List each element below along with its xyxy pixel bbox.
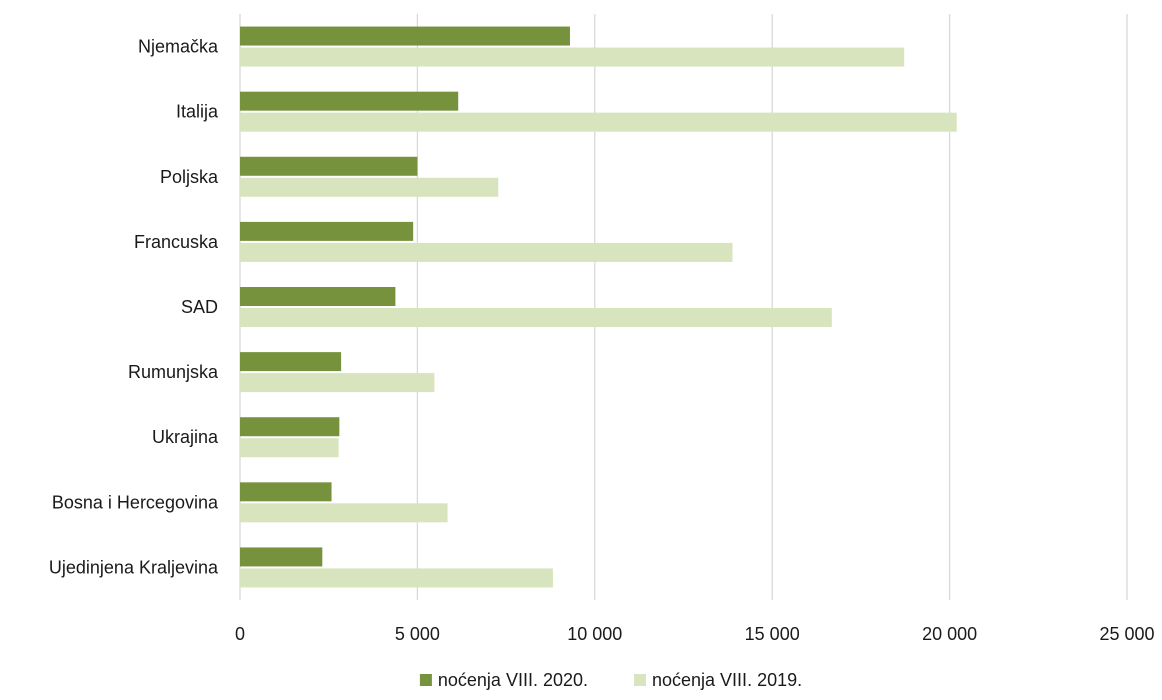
category-labels: Njemačka Italija Poljska Francuska SAD Rumunj… [49,37,219,578]
bar-italija-series-2 [240,112,957,132]
bar-bosna-i-hercegovina-series-1 [240,482,332,502]
bar-francuska-series-1 [240,221,414,241]
x-tick-label: 10 000 [567,624,622,644]
bar-njemacka-series-2 [240,47,905,67]
x-axis-tick-labels: 0 5 000 10 000 15 000 20 000 25 000 [235,624,1155,644]
bar-sad-series-1 [240,287,396,306]
bar-ukrajina-series-2 [240,438,339,458]
bars [240,26,957,588]
bar-poljska-series-2 [240,177,499,197]
category-label-njemacka: Njemačka [138,37,219,57]
legend-swatch-series-1 [419,674,432,686]
x-tick-label: 20 000 [922,624,977,644]
category-label-sad: SAD [181,297,218,317]
category-label-francuska: Francuska [134,232,219,252]
bar-bosna-i-hercegovina-series-2 [240,503,448,523]
gridlines [239,14,1128,600]
bar-francuska-series-2 [240,242,733,262]
bar-njemacka-series-1 [240,26,570,46]
category-label-poljska: Poljska [160,167,219,187]
category-label-bosna-i-hercegovina: Bosna i Hercegovina [52,492,219,512]
bar-rumunjska-series-1 [240,352,342,372]
x-tick-label: 5 000 [395,624,440,644]
x-tick-label: 0 [235,624,245,644]
bar-ujedinjena-kraljevina-series-2 [240,568,553,588]
x-tick-label: 25 000 [1099,624,1154,644]
category-label-ukrajina: Ukrajina [152,427,219,447]
category-label-italija: Italija [176,102,219,122]
legend-swatch-series-2 [634,674,646,686]
x-tick-label: 15 000 [745,624,800,644]
bar-ujedinjena-kraljevina-series-1 [240,547,323,567]
legend-label-series-2: noćenja VIII. 2019. [652,670,802,690]
bar-sad-series-2 [240,308,832,327]
category-label-rumunjska: Rumunjska [128,362,219,382]
bar-ukrajina-series-1 [240,417,340,437]
legend-label-series-1: noćenja VIII. 2020. [438,670,588,690]
bar-poljska-series-1 [240,156,418,176]
bar-rumunjska-series-2 [240,373,435,393]
bar-italija-series-1 [240,91,459,111]
category-label-ujedinjena-kraljevina: Ujedinjena Kraljevina [49,557,219,577]
legend: noćenja VIII. 2020. noćenja VIII. 2019. [419,670,802,690]
